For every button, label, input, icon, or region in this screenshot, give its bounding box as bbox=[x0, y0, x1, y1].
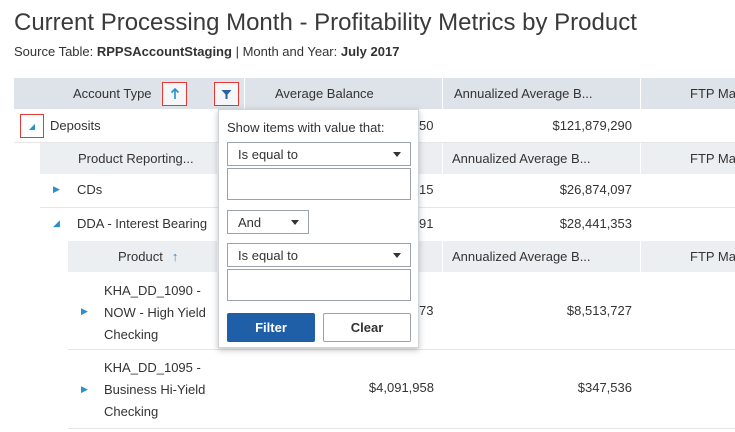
cds-expand-icon[interactable]: ▶ bbox=[53, 184, 60, 194]
condition1-dropdown[interactable]: Is equal to bbox=[227, 142, 411, 166]
deposits-annualized: $121,879,290 bbox=[552, 118, 632, 133]
clear-button[interactable]: Clear bbox=[323, 313, 411, 342]
page-title: Current Processing Month - Profitability… bbox=[14, 9, 637, 36]
sort-ascending-icon[interactable] bbox=[162, 82, 187, 106]
subheader-average-balance bbox=[419, 143, 443, 174]
row2-expand-icon[interactable]: ▶ bbox=[81, 384, 88, 394]
dda-average-balance: 91 bbox=[419, 216, 434, 231]
row-divider bbox=[68, 428, 735, 429]
row-divider bbox=[68, 349, 735, 350]
deposits-average-balance: 50 bbox=[419, 118, 434, 133]
subtitle-separator: | bbox=[231, 44, 243, 59]
product-sort-icon[interactable]: ↑ bbox=[171, 249, 179, 264]
row1-expand-icon[interactable]: ▶ bbox=[81, 306, 88, 316]
condition2-value: Is equal to bbox=[238, 247, 298, 263]
filter-popup: Show items with value that: Is equal to … bbox=[218, 109, 419, 348]
subheader-product-average bbox=[419, 241, 443, 272]
row2-line3: Checking bbox=[104, 404, 159, 419]
source-value: RPPSAccountStaging bbox=[96, 44, 232, 59]
header-average-balance[interactable]: Average Balance bbox=[245, 78, 443, 109]
header-average-balance-label: Average Balance bbox=[275, 86, 374, 101]
subheader-ftp[interactable]: FTP Ma bbox=[641, 143, 735, 174]
condition2-dropdown[interactable]: Is equal to bbox=[227, 243, 411, 267]
row1-line2: NOW - High Yield bbox=[104, 305, 206, 320]
subheader-product-annualized[interactable]: Annualized Average B... bbox=[443, 241, 641, 272]
row1-product-name: KHA_DD_1090 - NOW - High Yield Checking bbox=[104, 280, 206, 346]
filter-icon[interactable] bbox=[214, 82, 239, 106]
row1-annualized: $8,513,727 bbox=[566, 303, 632, 318]
subheader-product-annualized-label: Annualized Average B... bbox=[452, 249, 591, 264]
subheader-product-reporting[interactable]: Product Reporting... bbox=[40, 143, 218, 174]
header-annualized-average[interactable]: Annualized Average B... bbox=[443, 78, 641, 109]
period-label: Month and Year: bbox=[242, 44, 341, 59]
row2-average-balance: $4,091,958 bbox=[368, 380, 434, 395]
row2-annualized: $347,536 bbox=[577, 380, 632, 395]
header-ftp-label: FTP Ma bbox=[690, 86, 735, 101]
logic-dropdown[interactable]: And bbox=[227, 210, 309, 234]
dda-label: DDA - Interest Bearing bbox=[77, 216, 208, 231]
deposits-label: Deposits bbox=[50, 118, 101, 133]
row1-line3: Checking bbox=[104, 327, 159, 342]
subheader-product-reporting-label: Product Reporting... bbox=[78, 151, 194, 166]
subheader-product-ftp-label: FTP Ma bbox=[690, 249, 735, 264]
header-ftp[interactable]: FTP Ma bbox=[641, 78, 735, 109]
row2-line1: KHA_DD_1095 - bbox=[104, 360, 201, 375]
subheader-product-label: Product bbox=[118, 249, 163, 264]
dda-annualized: $28,441,353 bbox=[559, 216, 632, 231]
chevron-down-icon bbox=[291, 220, 299, 225]
condition1-value: Is equal to bbox=[238, 146, 298, 162]
header-account-type-label: Account Type bbox=[73, 86, 152, 101]
subheader-ftp-label: FTP Ma bbox=[690, 151, 735, 166]
row1-average-balance: 73 bbox=[419, 303, 434, 318]
chevron-down-icon bbox=[393, 253, 401, 258]
value2-input[interactable] bbox=[227, 269, 411, 301]
subheader-product[interactable]: Product ↑ bbox=[68, 241, 218, 272]
subheader-annualized-label: Annualized Average B... bbox=[452, 151, 591, 166]
chevron-down-icon bbox=[393, 152, 401, 157]
period-value: July 2017 bbox=[340, 44, 400, 59]
subheader-product-ftp[interactable]: FTP Ma bbox=[641, 241, 735, 272]
logic-value: And bbox=[238, 214, 262, 230]
row2-product-name: KHA_DD_1095 - Business Hi-Yield Checking bbox=[104, 357, 205, 423]
subheader-annualized-average[interactable]: Annualized Average B... bbox=[443, 143, 641, 174]
header-account-type[interactable]: Account Type bbox=[14, 78, 245, 109]
cds-annualized: $26,874,097 bbox=[559, 182, 632, 197]
row2-line2: Business Hi-Yield bbox=[104, 382, 206, 397]
source-label: Source Table: bbox=[14, 44, 97, 59]
value1-input[interactable] bbox=[227, 168, 411, 200]
dda-collapse-icon[interactable]: ◢ bbox=[53, 218, 60, 228]
cds-average-balance: 15 bbox=[419, 182, 434, 197]
cds-label: CDs bbox=[77, 182, 103, 197]
filter-button[interactable]: Filter bbox=[227, 313, 315, 342]
page-subtitle: Source Table: RPPSAccountStaging | Month… bbox=[14, 44, 399, 59]
deposits-collapse-icon[interactable]: ◢ bbox=[20, 114, 44, 138]
header-annualized-average-label: Annualized Average B... bbox=[454, 86, 593, 101]
row1-line1: KHA_DD_1090 - bbox=[104, 283, 201, 298]
filter-popup-label: Show items with value that: bbox=[227, 120, 385, 135]
